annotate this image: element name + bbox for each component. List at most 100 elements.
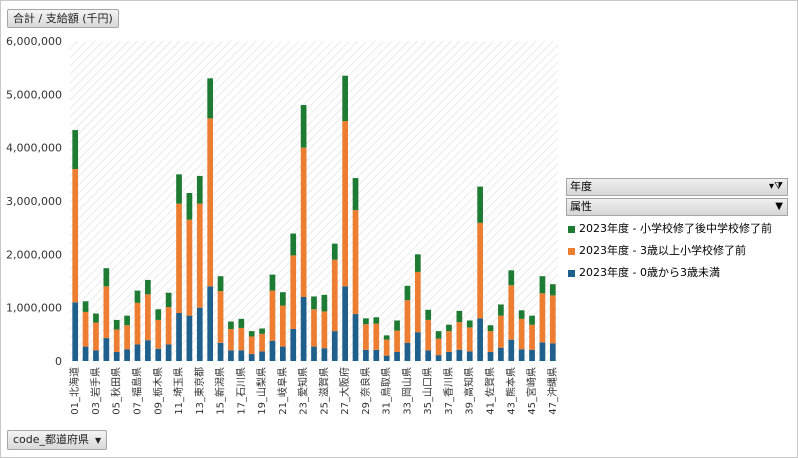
bar-segment[interactable]: [425, 319, 432, 351]
bar-segment[interactable]: [394, 351, 400, 361]
bar-segment[interactable]: [456, 310, 463, 323]
bar-segment[interactable]: [124, 315, 130, 326]
bar-segment[interactable]: [207, 286, 214, 361]
bar-segment[interactable]: [103, 286, 110, 339]
bar-segment[interactable]: [145, 340, 151, 361]
bar-segment[interactable]: [228, 329, 234, 351]
bar-segment[interactable]: [363, 324, 369, 350]
bar-segment[interactable]: [113, 351, 120, 361]
bar-segment[interactable]: [342, 286, 348, 361]
bar-segment[interactable]: [259, 333, 265, 352]
bar-segment[interactable]: [217, 342, 224, 361]
bar-segment[interactable]: [477, 318, 483, 361]
bar-segment[interactable]: [404, 285, 411, 301]
bar-segment[interactable]: [280, 346, 286, 361]
bar-segment[interactable]: [103, 338, 110, 361]
bar-segment[interactable]: [300, 297, 307, 361]
bar-segment[interactable]: [456, 349, 463, 361]
bar-segment[interactable]: [145, 294, 151, 341]
bar-segment[interactable]: [466, 327, 473, 352]
bar-segment[interactable]: [342, 121, 348, 287]
bar-segment[interactable]: [134, 290, 141, 303]
bar-segment[interactable]: [508, 339, 515, 361]
bar-segment[interactable]: [134, 302, 141, 345]
year-filter-button[interactable]: 年度 ▾⧩: [566, 178, 788, 196]
legend-entry[interactable]: 2023年度 - 3歳以上小学校修了前: [566, 240, 788, 262]
axis-field-dropdown[interactable]: code_都道府県 ▼: [7, 430, 108, 450]
bar-segment[interactable]: [155, 309, 162, 320]
bar-segment[interactable]: [290, 233, 297, 256]
bar-segment[interactable]: [373, 323, 380, 350]
bar-segment[interactable]: [321, 348, 328, 361]
bar-segment[interactable]: [238, 350, 245, 361]
bar-segment[interactable]: [72, 302, 79, 361]
legend-entry[interactable]: 2023年度 - 小学校修了後中学校修了前: [566, 218, 788, 240]
bar-segment[interactable]: [176, 203, 182, 313]
bar-segment[interactable]: [145, 279, 151, 295]
bar-segment[interactable]: [248, 354, 255, 361]
bar-segment[interactable]: [456, 322, 463, 350]
bar-segment[interactable]: [518, 318, 525, 350]
bar-segment[interactable]: [414, 332, 421, 361]
bar-segment[interactable]: [155, 348, 162, 361]
bar-segment[interactable]: [321, 294, 328, 312]
bar-segment[interactable]: [269, 274, 276, 291]
bar-segment[interactable]: [269, 340, 276, 361]
bar-segment[interactable]: [124, 349, 130, 361]
bar-segment[interactable]: [529, 315, 535, 325]
bar-segment[interactable]: [331, 259, 338, 332]
bar-segment[interactable]: [134, 344, 141, 361]
bar-segment[interactable]: [425, 309, 432, 320]
bar-segment[interactable]: [446, 331, 452, 352]
bar-segment[interactable]: [549, 343, 556, 361]
bar-segment[interactable]: [72, 169, 79, 303]
bar-segment[interactable]: [72, 130, 79, 169]
bar-segment[interactable]: [446, 351, 452, 361]
bar-segment[interactable]: [383, 355, 390, 361]
bar-segment[interactable]: [228, 350, 234, 361]
bar-segment[interactable]: [248, 331, 255, 337]
bar-segment[interactable]: [518, 349, 525, 361]
bar-segment[interactable]: [165, 292, 172, 308]
bar-segment[interactable]: [404, 342, 411, 361]
bar-segment[interactable]: [228, 321, 234, 329]
bar-segment[interactable]: [404, 300, 411, 343]
bar-segment[interactable]: [238, 327, 245, 351]
bar-segment[interactable]: [508, 285, 515, 340]
bar-segment[interactable]: [176, 313, 182, 361]
bar-segment[interactable]: [498, 315, 504, 348]
bar-segment[interactable]: [165, 307, 172, 345]
bar-segment[interactable]: [549, 295, 556, 344]
bar-segment[interactable]: [435, 355, 442, 361]
bar-segment[interactable]: [186, 315, 193, 361]
bar-segment[interactable]: [217, 276, 224, 292]
bar-segment[interactable]: [352, 314, 359, 361]
bar-segment[interactable]: [331, 243, 338, 260]
bar-segment[interactable]: [539, 276, 546, 294]
bar-segment[interactable]: [487, 331, 494, 352]
bar-segment[interactable]: [498, 347, 504, 361]
bar-segment[interactable]: [311, 309, 317, 347]
bar-segment[interactable]: [446, 324, 452, 332]
bar-segment[interactable]: [363, 318, 369, 325]
bar-segment[interactable]: [290, 329, 297, 361]
bar-segment[interactable]: [196, 307, 203, 361]
bar-segment[interactable]: [82, 346, 89, 361]
bar-segment[interactable]: [352, 178, 359, 211]
bar-segment[interactable]: [383, 339, 390, 356]
bar-segment[interactable]: [466, 351, 473, 361]
bar-segment[interactable]: [176, 174, 182, 204]
bar-segment[interactable]: [466, 320, 473, 328]
bar-segment[interactable]: [93, 350, 99, 361]
bar-segment[interactable]: [435, 331, 442, 339]
bar-segment[interactable]: [394, 330, 400, 352]
bar-segment[interactable]: [477, 186, 483, 223]
bar-segment[interactable]: [300, 147, 307, 297]
bar-segment[interactable]: [290, 255, 297, 329]
bar-segment[interactable]: [196, 203, 203, 308]
bar-segment[interactable]: [342, 75, 348, 121]
bar-segment[interactable]: [425, 350, 432, 361]
bar-segment[interactable]: [539, 293, 546, 343]
bar-segment[interactable]: [207, 78, 214, 119]
bar-segment[interactable]: [238, 318, 245, 328]
